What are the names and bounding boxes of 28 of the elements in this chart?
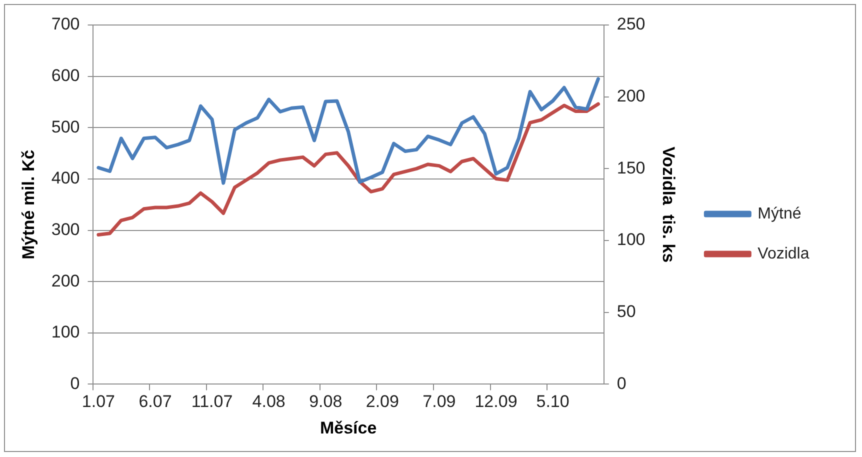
y2-tick-label: 50 — [616, 302, 636, 322]
x-tick-label: 4.08 — [252, 392, 286, 412]
y2-tick-label: 200 — [616, 86, 646, 106]
x-tick-label: 6.07 — [138, 392, 172, 412]
y2-tick-label: 150 — [616, 158, 646, 178]
y-tick-label: 700 — [51, 14, 80, 34]
x-tick-label: 1.07 — [82, 392, 115, 412]
y-tick-label: 0 — [70, 374, 80, 393]
legend-label: Vozidla — [758, 245, 810, 262]
y2-tick-label: 250 — [616, 14, 646, 34]
y-tick-label: 400 — [51, 168, 80, 188]
y-tick-label: 500 — [51, 117, 80, 136]
legend-label: Mýtné — [758, 205, 802, 222]
x-tick-label: 9.08 — [309, 392, 342, 412]
x-tick-label: 11.07 — [191, 392, 233, 412]
x-tick-label: 5.10 — [536, 392, 570, 412]
y-tick-label: 300 — [51, 220, 80, 239]
x-tick-label: 2.09 — [366, 392, 399, 412]
y2-axis-title: Vozidla tis. ks — [658, 146, 678, 263]
y2-tick-label: 0 — [616, 374, 626, 393]
y-tick-label: 200 — [51, 271, 80, 290]
y-axis-title: Mýtné mil. Kč — [18, 150, 38, 260]
x-tick-label: 7.09 — [422, 392, 456, 412]
x-tick-label: 12.09 — [474, 392, 518, 412]
y2-tick-label: 100 — [616, 230, 646, 250]
x-axis-title: Měsíce — [320, 418, 377, 438]
y-tick-label: 600 — [51, 66, 80, 85]
y-tick-label: 100 — [51, 322, 80, 342]
